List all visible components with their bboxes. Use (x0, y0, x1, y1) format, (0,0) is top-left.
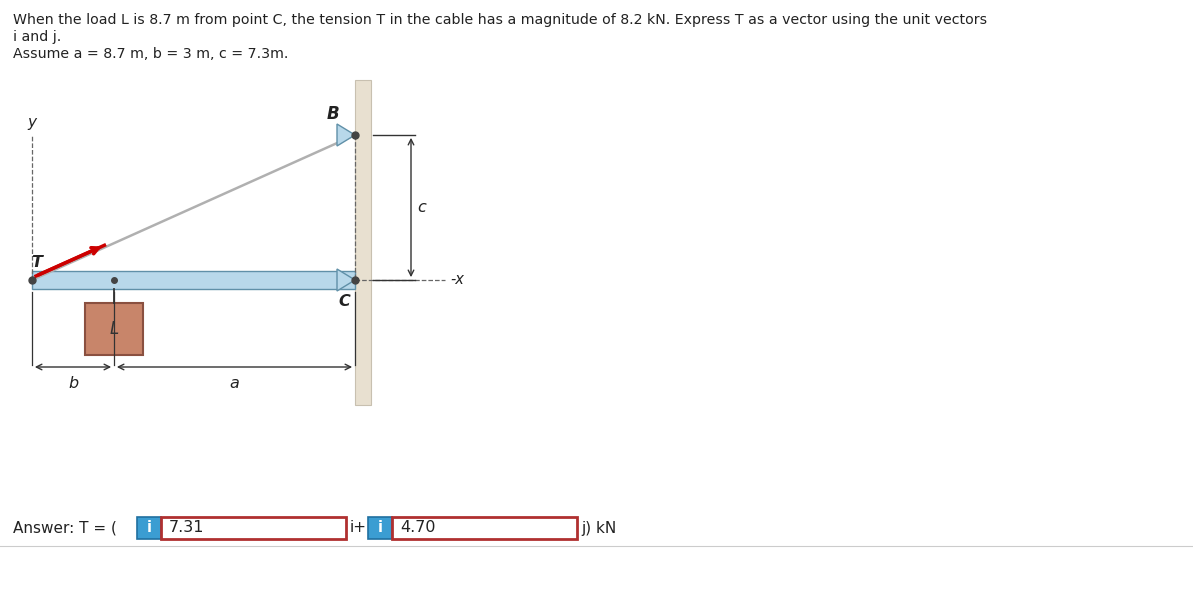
Text: L: L (110, 320, 118, 338)
Text: -x: -x (450, 273, 464, 287)
Text: y: y (27, 115, 37, 130)
Text: 4.70: 4.70 (400, 520, 435, 536)
Bar (356, 80, 371, 405)
Text: C: C (339, 294, 350, 309)
Text: c: c (418, 200, 426, 215)
Text: b: b (68, 376, 78, 391)
Text: a: a (229, 376, 240, 391)
Bar (85, 303, 143, 355)
Text: i: i (147, 520, 152, 536)
Bar (367, 517, 392, 539)
Bar (137, 517, 161, 539)
Bar (32, 271, 356, 289)
Polygon shape (336, 124, 356, 146)
Text: 7.31: 7.31 (169, 520, 204, 536)
Text: B: B (327, 105, 339, 123)
Bar (161, 517, 346, 539)
Text: i and j.: i and j. (13, 30, 61, 44)
Text: j) kN: j) kN (581, 520, 617, 536)
Text: i: i (377, 520, 383, 536)
Polygon shape (336, 269, 356, 291)
Text: Answer: T = (: Answer: T = ( (13, 520, 117, 536)
Text: T: T (31, 255, 42, 270)
Text: i+: i+ (350, 520, 367, 536)
Text: Assume a = 8.7 m, b = 3 m, c = 7.3m.: Assume a = 8.7 m, b = 3 m, c = 7.3m. (13, 47, 289, 61)
Text: When the load L is 8.7 m from point C, the tension T in the cable has a magnitud: When the load L is 8.7 m from point C, t… (13, 13, 987, 27)
Bar (392, 517, 577, 539)
